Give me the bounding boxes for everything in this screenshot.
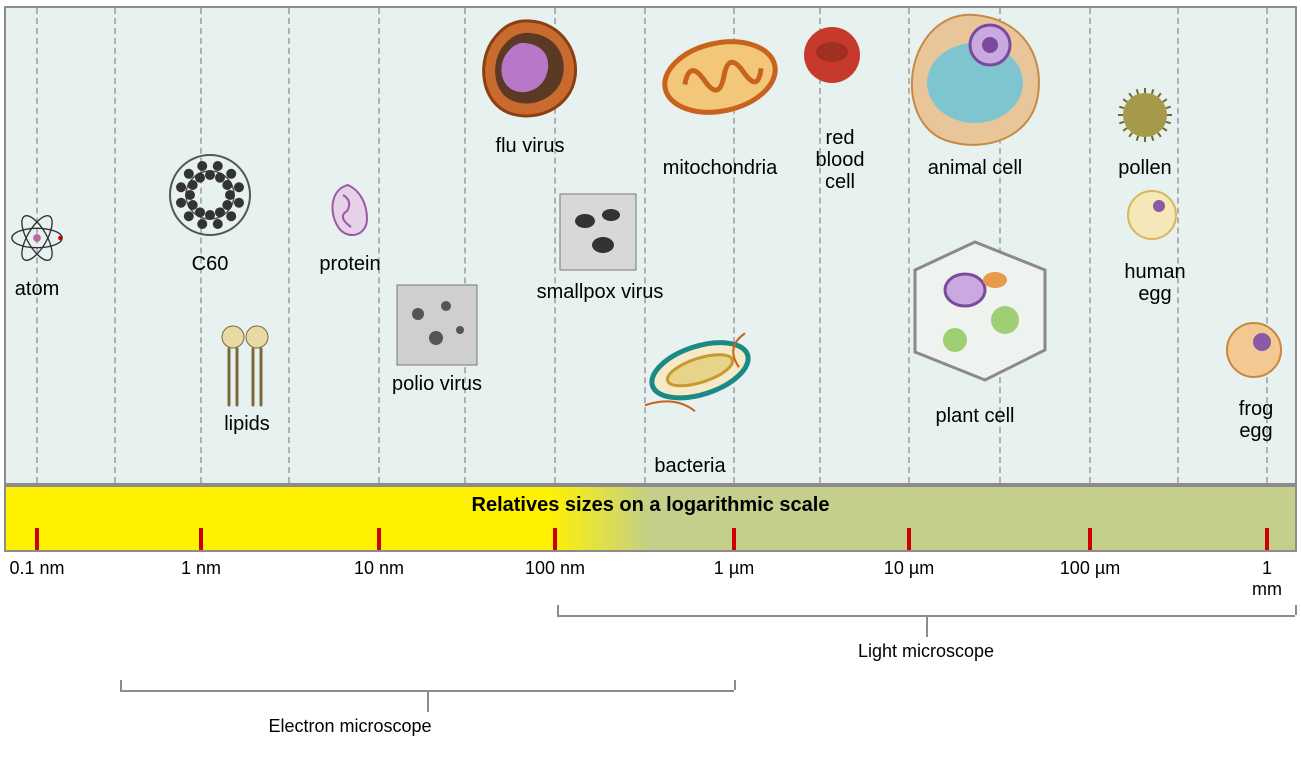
human-egg-icon [1125, 188, 1179, 247]
electron-microscope-bracket-end [120, 680, 122, 690]
scale-tick [35, 528, 39, 550]
diagram-stage: { "layout": { "stage_w": 1301, "stage_h"… [0, 0, 1301, 769]
flu-virus-label: flu virus [496, 135, 565, 157]
electron-microscope-bracket-label: Electron microscope [268, 716, 431, 737]
grid-line [378, 8, 380, 483]
scale-tick-label: 10 nm [354, 558, 404, 579]
scale-tick [732, 528, 736, 550]
scale-tick [1088, 528, 1092, 550]
smallpox-icon [559, 193, 637, 276]
flu-virus-icon [475, 15, 585, 130]
light-microscope-bracket-label: Light microscope [858, 641, 994, 662]
atom-label: atom [15, 278, 59, 300]
smallpox-label: smallpox virus [537, 281, 664, 303]
lipids-label: lipids [224, 413, 270, 435]
scale-tick-label: 1 nm [181, 558, 221, 579]
grid-line [1089, 8, 1091, 483]
protein-label: protein [319, 253, 380, 275]
scale-tick-label: 100 nm [525, 558, 585, 579]
scale-tick-label: 1 mm [1250, 558, 1284, 600]
rbc-label: red blood cell [816, 127, 865, 193]
rbc-icon [801, 24, 863, 91]
protein-icon [323, 181, 373, 250]
grid-line [114, 8, 116, 483]
light-microscope-bracket-end [1295, 605, 1297, 615]
mitochondria-icon [660, 35, 780, 124]
grid-line [464, 8, 466, 483]
bacteria-icon [635, 315, 765, 431]
polio-virus-label: polio virus [392, 373, 482, 395]
c60-icon [164, 149, 256, 246]
human-egg-label: human egg [1124, 261, 1185, 305]
bacteria-label: bacteria [654, 455, 725, 477]
scale-tick-label: 10 µm [884, 558, 934, 579]
frog-egg-label: frog egg [1239, 398, 1273, 442]
mitochondria-label: mitochondria [663, 157, 778, 179]
animal-cell-label: animal cell [928, 157, 1022, 179]
pollen-icon [1118, 88, 1172, 147]
scale-title: Relatives sizes on a logarithmic scale [472, 494, 830, 517]
scale-tick [553, 528, 557, 550]
plant-cell-label: plant cell [936, 405, 1015, 427]
pollen-label: pollen [1118, 157, 1171, 179]
electron-microscope-bracket-end [734, 680, 736, 690]
scale-tick-label: 100 µm [1060, 558, 1120, 579]
scale-tick [377, 528, 381, 550]
scale-tick [1265, 528, 1269, 550]
grid-line [288, 8, 290, 483]
c60-label: C60 [192, 253, 229, 275]
animal-cell-icon [900, 5, 1050, 160]
frog-egg-icon [1224, 320, 1284, 385]
plant-cell-icon [895, 230, 1055, 395]
atom-icon [8, 209, 66, 272]
electron-microscope-bracket-drop [427, 690, 429, 712]
scale-tick-label: 1 µm [714, 558, 754, 579]
light-microscope-bracket-drop [926, 615, 928, 637]
light-microscope-bracket-end [557, 605, 559, 615]
scale-tick [907, 528, 911, 550]
polio-virus-icon [396, 284, 478, 371]
scale-tick [199, 528, 203, 550]
lipids-icon [215, 323, 279, 422]
scale-tick-label: 0.1 nm [9, 558, 64, 579]
